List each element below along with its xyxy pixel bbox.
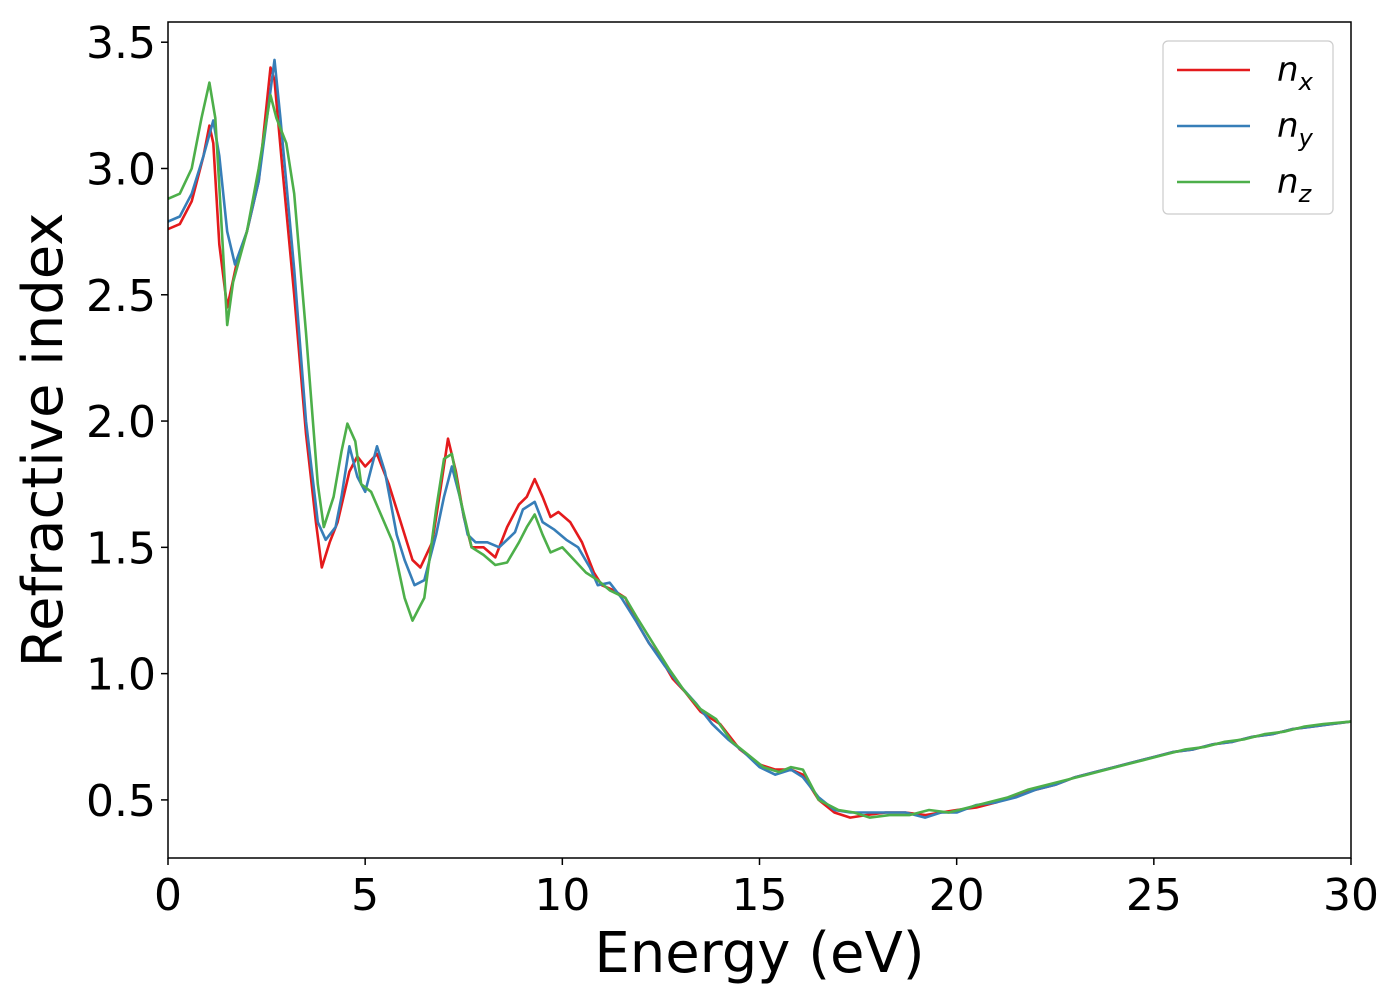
y-tick-label: 2.0 <box>86 397 156 448</box>
legend-entry-base: n <box>1277 106 1299 146</box>
y-tick-label: 2.5 <box>86 271 156 322</box>
legend-entry-subscript: z <box>1298 180 1313 208</box>
legend-entry-n-y: ny <box>1277 106 1314 152</box>
x-tick-label: 25 <box>1126 870 1182 921</box>
x-tick-label: 5 <box>351 870 379 921</box>
y-tick-label: 3.5 <box>86 18 156 69</box>
x-tick-label: 15 <box>732 870 788 921</box>
x-tick-label: 30 <box>1323 870 1379 921</box>
plot-area <box>168 58 1351 819</box>
y-tick-label: 1.5 <box>86 523 156 574</box>
x-tick-label: 0 <box>154 870 182 921</box>
x-axis: 0 5 10 15 20 25 30 <box>154 858 1379 921</box>
y-tick-label: 0.5 <box>86 776 156 827</box>
y-tick-label: 3.0 <box>86 144 156 195</box>
legend-entry-subscript: x <box>1298 68 1314 96</box>
series-line-n-z <box>168 81 1351 819</box>
y-tick-label: 1.0 <box>86 650 156 701</box>
legend-entry-n-x: nx <box>1277 50 1314 96</box>
y-axis-label: Refractive index <box>11 213 76 668</box>
legend-entry-base: n <box>1277 50 1299 90</box>
legend-entry-subscript: y <box>1298 124 1314 152</box>
legend-entry-base: n <box>1277 162 1299 202</box>
x-axis-label: Energy (eV) <box>594 921 924 986</box>
y-axis: 0.5 1.0 1.5 2.0 2.5 3.0 3.5 <box>86 18 168 827</box>
legend-frame <box>1162 40 1334 215</box>
legend-entry-n-z: nz <box>1277 162 1313 208</box>
x-tick-label: 20 <box>929 870 985 921</box>
x-tick-label: 10 <box>534 870 590 921</box>
